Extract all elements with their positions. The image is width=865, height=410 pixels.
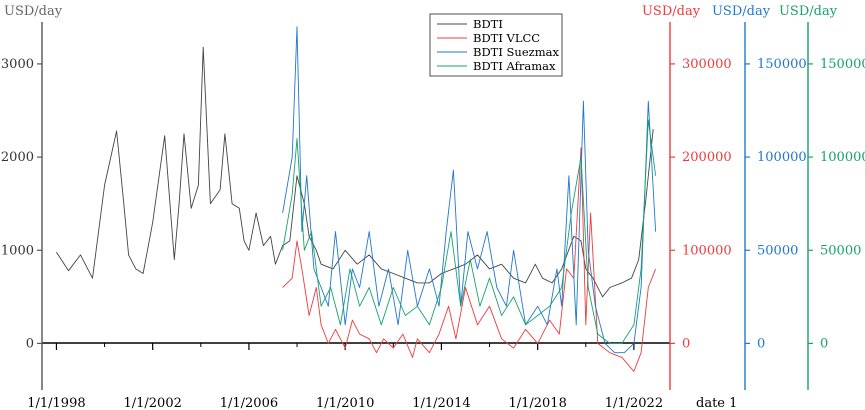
y-tick-label-suezmax-2: 100000 [757,150,807,165]
x-tick-label-5: 1/1/2018 [508,396,566,410]
y-tick-label-aframax-1: 50000 [820,243,861,258]
x-axis-label: date 1 [696,396,737,410]
y-unit-label-aframax: USD/day [779,4,838,19]
y-unit-label-suezmax: USD/day [712,4,771,19]
series-line-suezmax [282,26,657,354]
legend: BDTI BDTI VLCC BDTI Suezmax BDTI Aframax [429,13,563,77]
series-line-vlcc [282,147,657,372]
legend-label-aframax: BDTI Aframax [473,59,556,73]
y-tick-label-aframax-2: 100000 [820,150,865,165]
y-tick-label-vlcc-3: 300000 [682,57,732,72]
y-tick-label-suezmax-0: 0 [757,336,765,351]
y-tick-label-suezmax-3: 150000 [757,57,807,72]
series-line-aframax [282,119,657,344]
y-tick-label-suezmax-1: 50000 [757,243,798,258]
y-unit-label-bdti: USD/day [4,4,63,19]
x-tick-label-2: 1/1/2006 [220,396,278,410]
y-tick-label-vlcc-0: 0 [682,336,690,351]
series-layer [56,26,657,372]
legend-label-bdti: BDTI [473,17,503,31]
y-tick-label-bdti-1: 1000 [1,243,34,258]
y-unit-label-vlcc: USD/day [642,4,701,19]
y-tick-label-bdti-0: 0 [26,336,34,351]
y-tick-label-aframax-3: 150000 [820,57,865,72]
series-line-bdti [56,46,654,298]
y-tick-label-vlcc-1: 100000 [682,243,732,258]
y-tick-label-vlcc-2: 200000 [682,150,732,165]
legend-label-suezmax: BDTI Suezmax [473,45,559,59]
x-tick-label-3: 1/1/2010 [316,396,374,410]
y-tick-label-aframax-0: 0 [820,336,828,351]
legend-label-vlcc: BDTI VLCC [473,31,540,45]
x-tick-label-1: 1/1/2002 [123,396,181,410]
y-tick-label-bdti-3: 3000 [1,57,34,72]
axes-layer: 0 1000 2000 3000 USD/day 0 100000 200000 300000 U… [1,4,865,410]
y-tick-label-bdti-2: 2000 [1,150,34,165]
x-tick-label-4: 1/1/2014 [412,396,470,410]
x-tick-label-6: 1/1/2022 [605,396,663,410]
x-tick-label-0: 1/1/1998 [27,396,85,410]
